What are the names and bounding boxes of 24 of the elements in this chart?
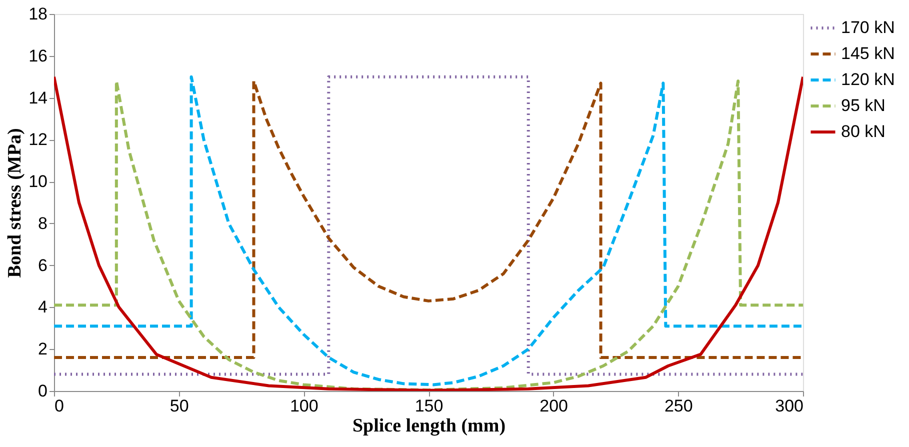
x-tick-label: 200 — [540, 396, 568, 416]
legend-label: 145 kN — [841, 44, 895, 63]
y-tick-label: 10 — [28, 172, 48, 192]
y-tick-label: 4 — [38, 298, 48, 317]
x-axis-title: Splice length (mm) — [352, 416, 506, 436]
x-tick-label: 150 — [414, 396, 444, 416]
x-tick-label: 50 — [170, 396, 189, 416]
y-tick-label: 6 — [38, 256, 48, 275]
y-tick-label: 0 — [38, 382, 48, 400]
x-tick-label: 250 — [664, 396, 693, 416]
legend-label: 80 kN — [841, 122, 886, 141]
y-tick-label: 14 — [28, 88, 48, 108]
x-tick-label: 100 — [290, 396, 318, 416]
y-tick-label: 2 — [38, 340, 48, 359]
y-tick-label: 18 — [28, 4, 48, 24]
y-tick-label: 16 — [28, 46, 48, 66]
x-tick-label: 300 — [775, 396, 804, 416]
legend-label: 95 kN — [841, 96, 886, 115]
legend-label: 170 kN — [841, 18, 895, 37]
legend-label: 120 kN — [841, 70, 895, 89]
y-tick-label: 8 — [38, 214, 48, 233]
y-tick-label: 12 — [28, 130, 48, 150]
y-axis-title: Bond stress (MPa) — [4, 128, 26, 278]
x-tick-label: 0 — [54, 396, 64, 416]
